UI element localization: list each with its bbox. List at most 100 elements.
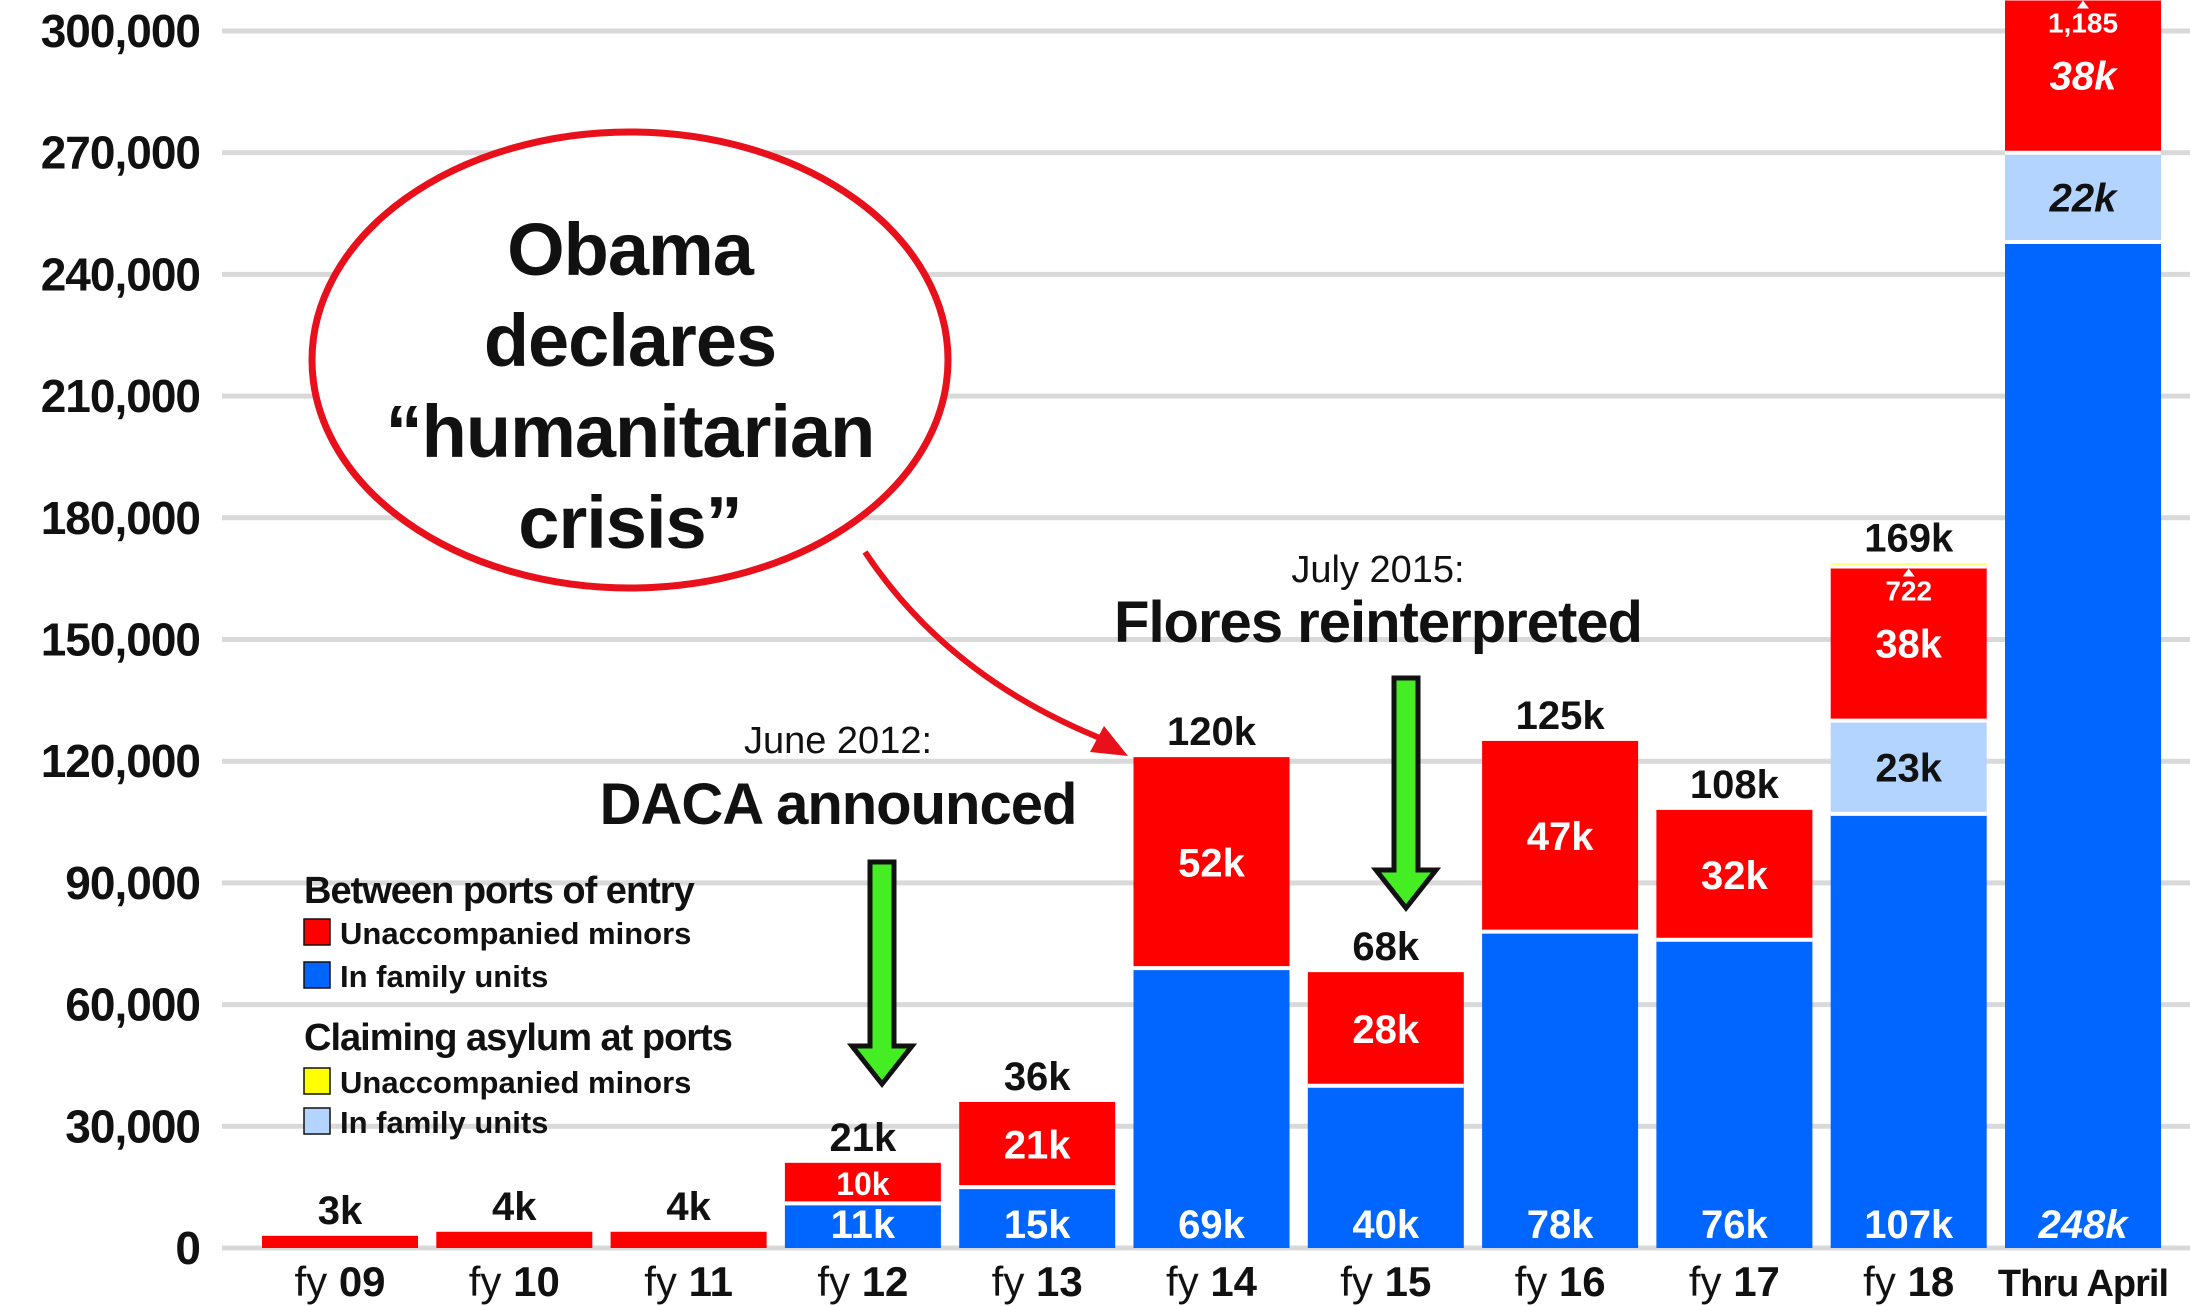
legend-swatch-blue [303, 961, 331, 989]
bar-segment [1307, 972, 1464, 1086]
small-up-arrow-icon [2077, 0, 2089, 9]
bar-segment [262, 1235, 418, 1248]
bar-total-label: 4k [666, 1185, 711, 1229]
segment-value-label: 52k [1178, 842, 1245, 886]
bar-segment [1656, 939, 1813, 1248]
segment-value-label: 38k [2050, 55, 2118, 99]
x-category-prefix: fy [644, 1258, 688, 1305]
y-tick-label: 0 [175, 1222, 200, 1274]
bar-segment [784, 1162, 941, 1204]
segment-value-label: 32k [1701, 854, 1768, 898]
daca-title: DACA announced [600, 772, 1077, 837]
x-category-label: fy 16 [1515, 1258, 1606, 1305]
segment-value-label: 23k [1875, 746, 1942, 790]
segment-value-label: 15k [1004, 1203, 1071, 1247]
bar-segment [1830, 566, 1987, 721]
x-category-prefix: fy [1166, 1258, 1210, 1305]
bars [262, 0, 2161, 1249]
y-tick-label: 210,000 [41, 370, 200, 422]
x-category-value: 09 [339, 1258, 386, 1305]
x-category-prefix: fy [469, 1258, 513, 1305]
y-tick-label: 90,000 [65, 857, 200, 909]
bar-total-label: 36k [1004, 1055, 1071, 1099]
bar-segment [610, 1231, 767, 1248]
segment-value-label: 722 [1885, 575, 1932, 606]
segment-value-label: 107k [1864, 1203, 1954, 1247]
bar-total-label: 120k [1167, 710, 1257, 754]
bar-segment [2005, 152, 2161, 242]
x-category-value: 10 [513, 1258, 560, 1305]
x-category-value: 18 [1908, 1258, 1955, 1305]
flores-annotation: July 2015: Flores reinterpreted [1114, 549, 1643, 913]
legend-swatch-lightblue [303, 1107, 331, 1135]
bar-segment [784, 1203, 941, 1248]
x-category-label: fy 14 [1166, 1258, 1258, 1305]
x-category-label: Thru April [1998, 1263, 2168, 1305]
legend-label-family-between: In family units [340, 959, 548, 994]
x-category-label: fy 11 [644, 1258, 733, 1305]
y-tick-label: 120,000 [41, 735, 200, 787]
y-tick-label: 300,000 [41, 5, 200, 57]
bubble-pointer-arrowhead [1090, 726, 1128, 756]
bubble-line-4: crisis” [518, 481, 741, 564]
bar-total-label: 3k [318, 1189, 363, 1233]
x-category-label: fy 15 [1340, 1258, 1431, 1305]
y-tick-label: 240,000 [41, 248, 200, 300]
x-category-value: 16 [1559, 1258, 1606, 1305]
segment-value-label: 78k [1527, 1203, 1594, 1247]
y-axis-tick-labels: 0 30,000 60,000 90,000 120,000 150,000 180,000… [41, 5, 201, 1274]
bar-segment [1830, 813, 1987, 1248]
segment-value-label: 21k [1004, 1124, 1071, 1168]
flores-title: Flores reinterpreted [1114, 590, 1642, 655]
legend-swatch-red [303, 918, 331, 946]
daca-down-arrow-icon [846, 859, 918, 1089]
bar-segment [1482, 931, 1639, 1248]
x-category-label: fy 17 [1689, 1258, 1780, 1305]
legend-group-between-ports: Between ports of entry [304, 870, 695, 912]
daca-annotation: June 2012: DACA announced [600, 720, 1077, 1089]
segment-value-label: 47k [1527, 815, 1594, 859]
bar-segment [1133, 757, 1290, 969]
x-category-value: 14 [1210, 1258, 1257, 1305]
x-category-prefix: fy [1689, 1258, 1733, 1305]
segment-value-label: 69k [1178, 1203, 1245, 1247]
x-category-value: 15 [1385, 1258, 1432, 1305]
y-tick-label: 60,000 [65, 979, 200, 1031]
legend-label-family-ports: In family units [340, 1105, 548, 1140]
segment-value-label: 76k [1701, 1203, 1768, 1247]
bar-segment [2005, 0, 2161, 153]
bar-total-label: 68k [1352, 925, 1419, 969]
x-category-label: fy 10 [469, 1258, 560, 1305]
bar-segment [436, 1231, 593, 1248]
bubble-line-1: Obama [507, 208, 755, 291]
bubble-line-2: declares [484, 299, 776, 382]
bar-segment [959, 1187, 1116, 1248]
legend: Between ports of entry Unaccompanied min… [303, 870, 733, 1140]
bar-segment [1830, 720, 1987, 814]
bar-total-label: 4k [492, 1185, 537, 1229]
segment-value-label: 1,185 [2048, 8, 2118, 39]
x-category-label: fy 12 [817, 1258, 908, 1305]
x-category-prefix: fy [1340, 1258, 1384, 1305]
x-category-value: 11 [689, 1258, 733, 1305]
y-tick-label: 150,000 [41, 614, 200, 666]
bar-segment [959, 1101, 1116, 1188]
daca-date: June 2012: [744, 720, 932, 762]
bar-total-label: 108k [1690, 763, 1780, 807]
segment-value-label: 22k [2049, 176, 2118, 220]
x-category-value: 12 [862, 1258, 909, 1305]
x-category-prefix: fy [1515, 1258, 1559, 1305]
bar-segment [1133, 968, 1290, 1248]
segment-value-label: 11k [831, 1203, 896, 1247]
x-category-label: fy 18 [1863, 1258, 1954, 1305]
flores-date: July 2015: [1291, 549, 1464, 591]
legend-group-asylum-ports: Claiming asylum at ports [304, 1017, 732, 1059]
legend-label-unaccompanied-between: Unaccompanied minors [340, 916, 691, 951]
segment-value-label: 38k [1875, 623, 1942, 667]
bar-segment [1482, 740, 1639, 932]
x-category-label: fy 13 [992, 1258, 1083, 1305]
x-category-prefix: fy [817, 1258, 861, 1305]
flores-down-arrow-icon [1370, 675, 1442, 913]
